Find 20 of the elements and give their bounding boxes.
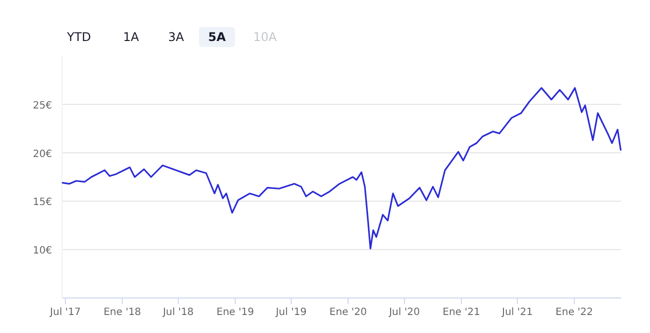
text: YTD xyxy=(66,30,91,44)
x-tick-label: Jul '17 xyxy=(49,307,81,318)
y-tick-label: 15€ xyxy=(32,197,52,208)
x-tick-label: Jul '21 xyxy=(501,307,533,318)
y-tick-label: 20€ xyxy=(32,148,52,160)
x-tick-label: Ene '20 xyxy=(329,307,367,318)
text: 3A xyxy=(168,30,185,44)
x-tick-label: Ene '19 xyxy=(216,307,254,318)
x-tick-label: Ene '18 xyxy=(104,307,142,318)
text: 10A xyxy=(253,30,278,44)
line-series xyxy=(62,87,622,250)
text: 1A xyxy=(123,30,140,44)
text: 5A xyxy=(208,30,227,44)
x-tick-label: Jul '18 xyxy=(162,307,194,318)
x-tick-label: Ene '21 xyxy=(442,307,480,318)
x-tick-label: Jul '20 xyxy=(388,307,420,318)
x-tick-label: Jul '19 xyxy=(274,307,307,318)
x-tick-label: Ene '22 xyxy=(556,307,594,318)
y-tick-label: 10€ xyxy=(32,246,52,257)
y-tick-label: 25€ xyxy=(32,100,52,112)
